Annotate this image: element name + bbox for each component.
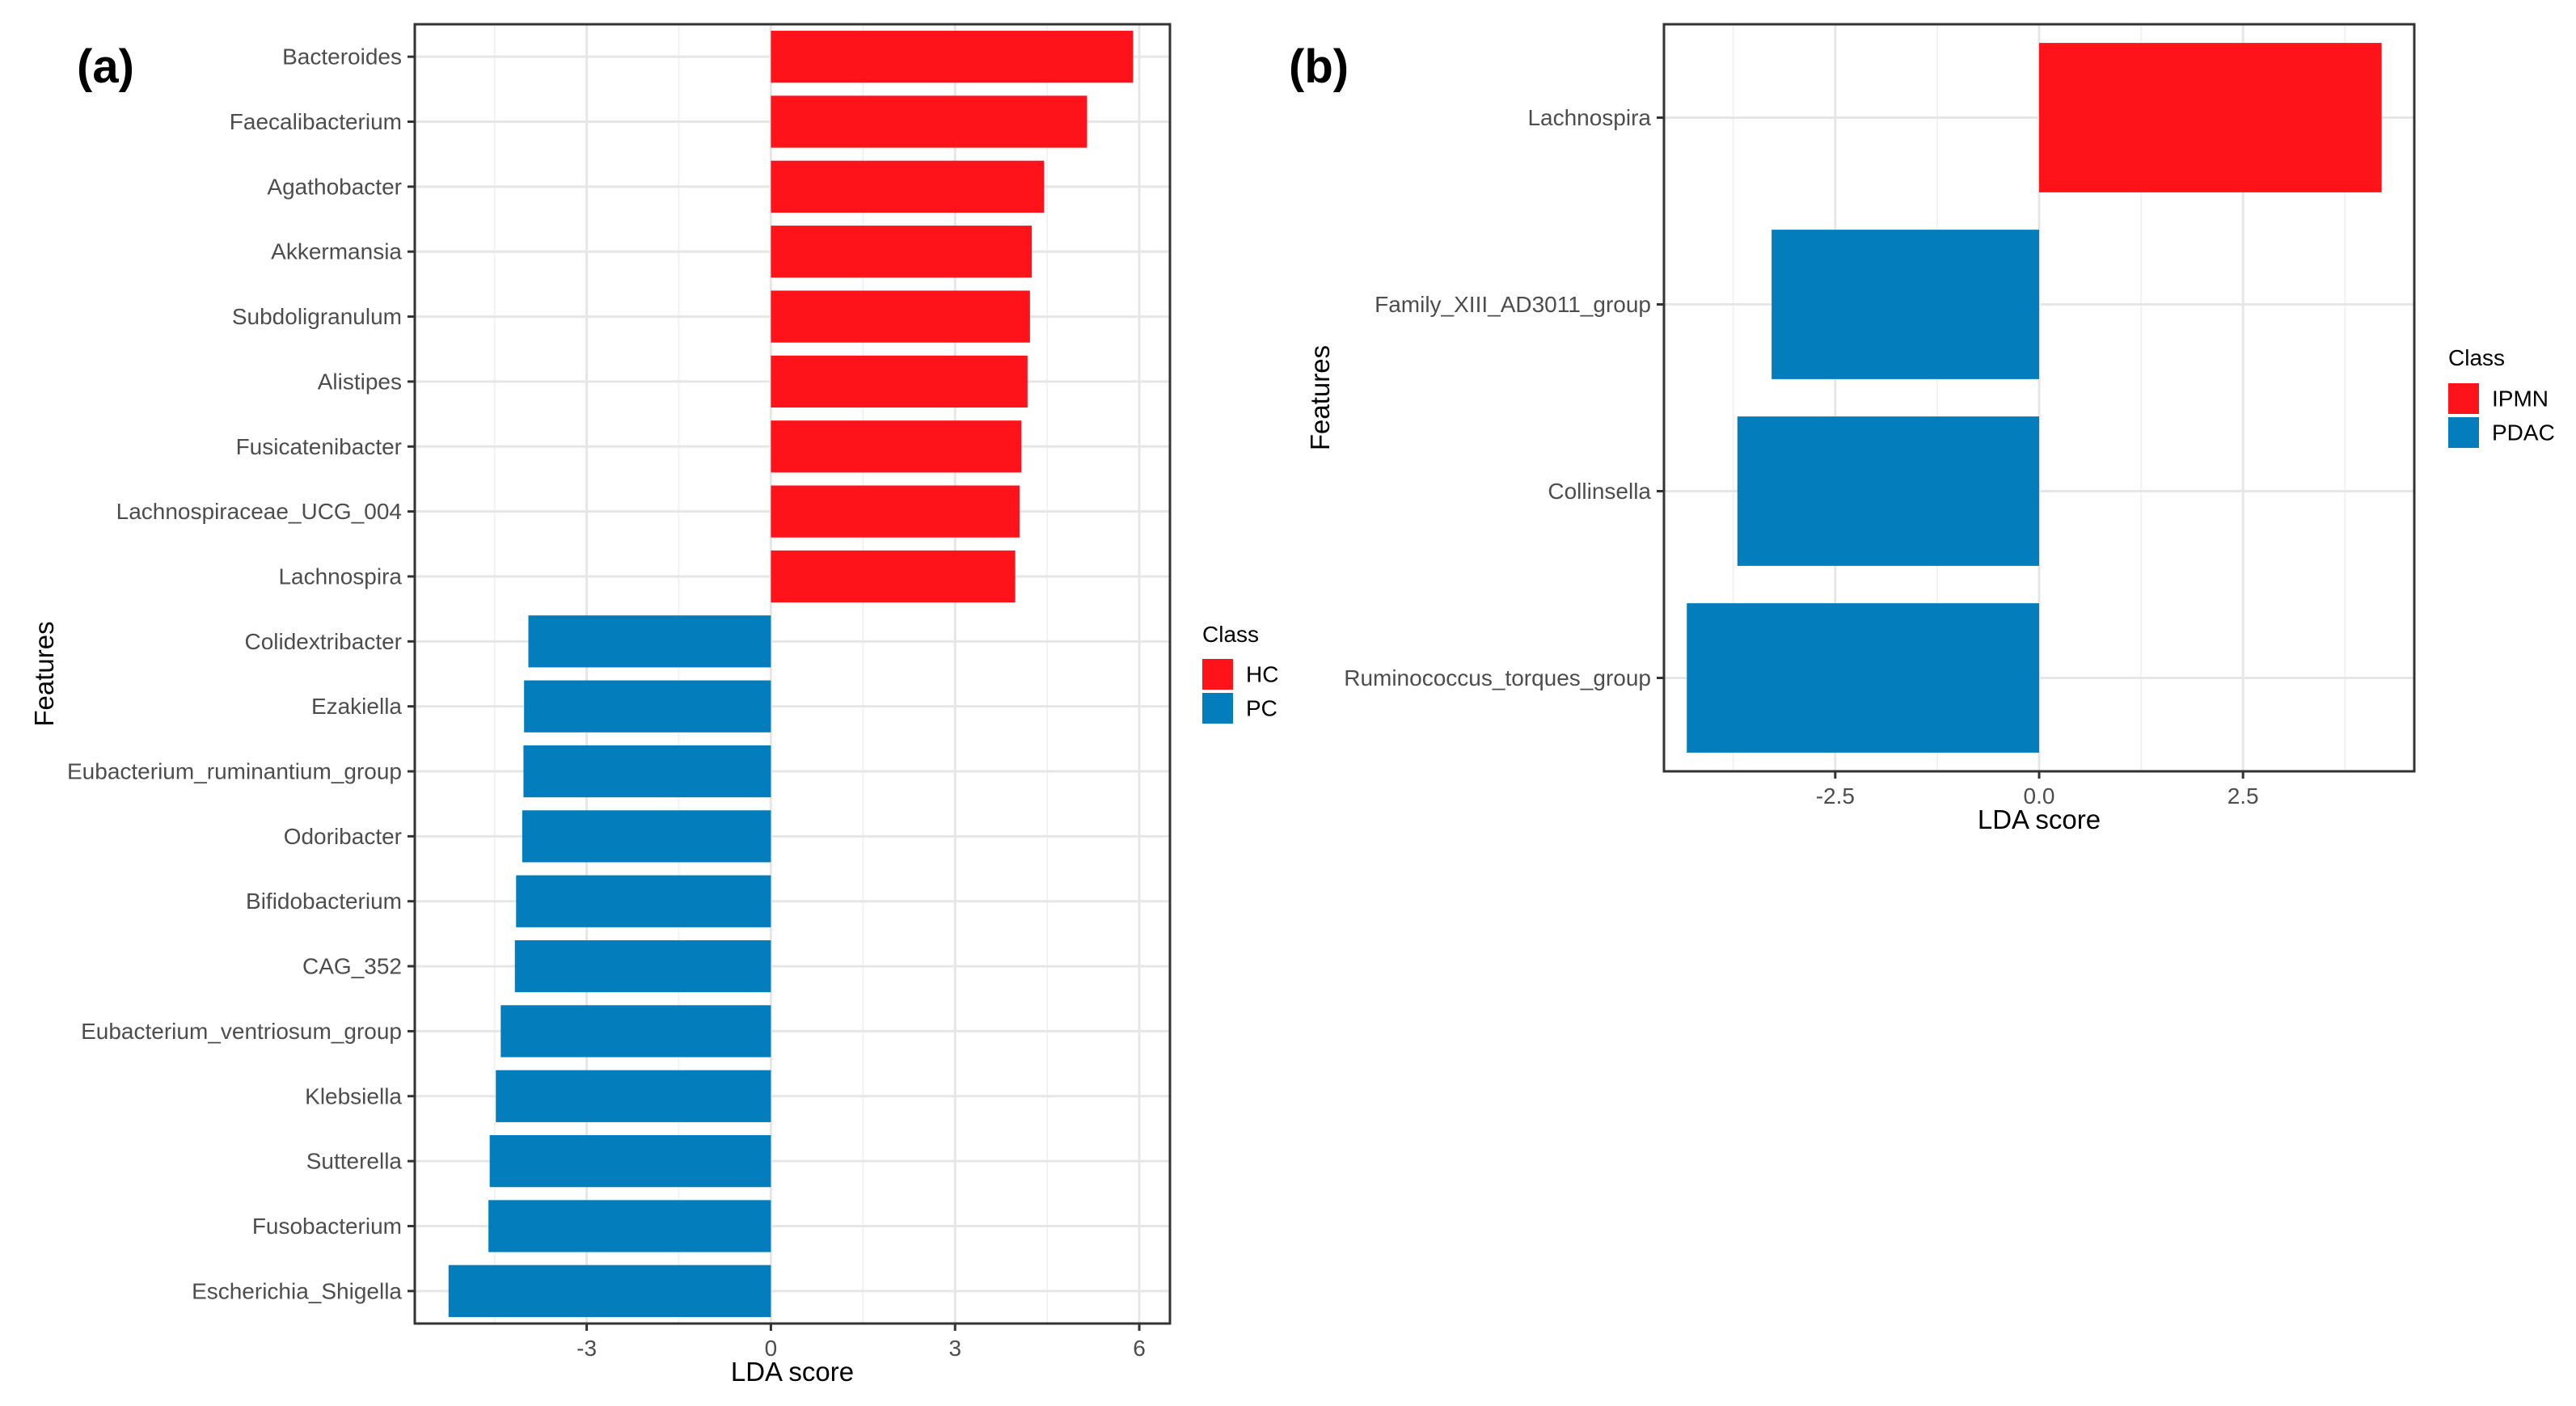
panel-a-bar (496, 1070, 771, 1122)
panel-b-legend-label: IPMN (2492, 386, 2549, 412)
panel-a-category-label: Ezakiella (311, 694, 402, 719)
panel-a-x-tick-label: 3 (948, 1336, 961, 1361)
panel-a-bar (771, 226, 1033, 278)
panel-b-bar (1772, 230, 2039, 379)
panel-a-category-label: Agathobacter (267, 174, 402, 199)
panel-a-category-label: Faecalibacterium (230, 109, 402, 134)
panel-a-x-tick-label: 0 (765, 1336, 778, 1361)
panel-a-bar (528, 615, 771, 668)
panel-a-category-label: Bifidobacterium (246, 889, 402, 914)
panel-a-bar (514, 939, 771, 993)
panel-a-category-label: Fusobacterium (252, 1214, 402, 1239)
panel-a-legend-title: Class (1202, 622, 1259, 647)
panel-a-x-tick-label: -3 (576, 1336, 597, 1361)
panel-b-bar (1737, 416, 2039, 566)
panel-a-y-axis-title: Features (29, 621, 59, 726)
panel-a-bar (771, 95, 1087, 148)
panel-a-bar (771, 550, 1016, 603)
panel-a-bar (771, 160, 1045, 213)
panel-b-category-label: Lachnospira (1527, 105, 1651, 130)
panel-a-category-label: Escherichia_Shigella (192, 1278, 402, 1303)
panel-a-bar (500, 1005, 771, 1058)
panel-b-x-axis-title: LDA score (1978, 804, 2101, 834)
panel-a-category-label: Akkermansia (271, 239, 402, 264)
panel-a-bar (516, 875, 771, 927)
panel-a-category-label: Colidextribacter (244, 629, 402, 654)
panel-a-legend-label: PC (1246, 696, 1277, 721)
panel-a-plot-area (415, 24, 1170, 1324)
panel-a-bar (522, 810, 771, 863)
panel-b-x-tick-label: 2.5 (2228, 783, 2259, 809)
panel-a-category-label: Lachnospira (278, 564, 402, 589)
panel-b-legend-swatch (2448, 383, 2479, 414)
panel-a-category-label: Subdoligranulum (232, 304, 402, 329)
panel-b-legend-label: PDAC (2492, 420, 2555, 445)
panel-a-bar (771, 31, 1134, 83)
panel-a-category-label: Bacteroides (282, 44, 402, 70)
panel-a-category-label: Odoribacter (284, 824, 402, 849)
panel-b-legend-title: Class (2448, 345, 2505, 370)
panel-b-x-tick-label: 0.0 (2024, 783, 2055, 809)
panel-a-category-label: Sutterella (306, 1149, 403, 1174)
panel-a-category-label: Alistipes (318, 369, 402, 394)
panel-b-category-label: Ruminococcus_torques_group (1344, 665, 1651, 690)
panel-a-category-label: Fusicatenibacter (236, 434, 402, 459)
panel-a-bar (771, 355, 1028, 408)
panel-b-label: (b) (1289, 40, 1349, 93)
panel-a-bar (771, 485, 1020, 538)
panel-b-bar (1687, 603, 2039, 753)
panel-a-bar (771, 420, 1022, 473)
panel-a-bar (488, 1200, 771, 1252)
panel-a-category-label: Klebsiella (305, 1083, 402, 1108)
panel-a-legend-swatch (1202, 693, 1233, 724)
panel-a-bar (524, 680, 771, 733)
panel-a-bar (489, 1134, 771, 1188)
panel-a-category-label: CAG_352 (302, 954, 402, 979)
panel-a-x-tick-label: 6 (1133, 1336, 1146, 1361)
panel-a-bar (771, 290, 1030, 343)
panel-a-category-label: Eubacterium_ventriosum_group (81, 1019, 402, 1044)
panel-a-legend-swatch (1202, 659, 1233, 690)
panel-b-x-tick-label: -2.5 (1816, 783, 1855, 809)
panel-a-category-label: Eubacterium_ruminantium_group (67, 759, 402, 784)
panel-a-bar (448, 1265, 771, 1317)
panel-a-panel-border (413, 23, 1172, 1325)
panel-a-bar (523, 745, 771, 798)
panel-a-category-label: Lachnospiraceae_UCG_004 (116, 499, 402, 524)
panel-a-label: (a) (77, 40, 134, 93)
panel-b-legend-swatch (2448, 417, 2479, 448)
panel-a-x-axis-title: LDA score (731, 1357, 854, 1387)
panel-b-category-label: Collinsella (1548, 479, 1651, 504)
panel-b-bar (2039, 43, 2382, 192)
panel-b-category-label: Family_XIII_AD3011_group (1375, 292, 1651, 317)
panel-a-legend-label: HC (1246, 662, 1278, 687)
panel-b-y-axis-title: Features (1305, 345, 1335, 450)
